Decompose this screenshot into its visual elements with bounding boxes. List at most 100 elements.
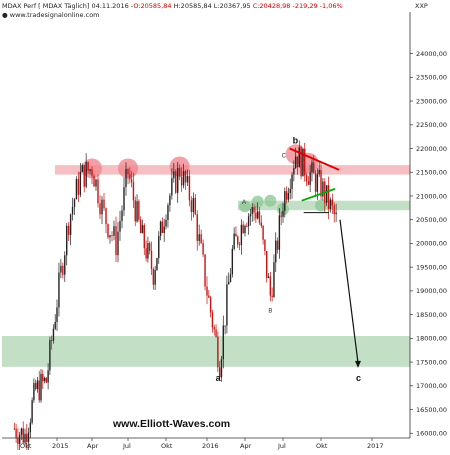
wave-label-B-4: B (268, 308, 272, 314)
wave-labels: a b c A B C (216, 136, 361, 383)
candle-body-148 (289, 188, 291, 194)
y-tick-label-3: 17500,00 (416, 358, 447, 366)
y-tick-label-11: 21500,00 (416, 169, 447, 177)
candle-body-84 (171, 178, 173, 196)
header-change-pct: -1,06% (319, 2, 343, 10)
header-change: -219,29 (292, 2, 318, 10)
candle-body-35 (77, 178, 80, 195)
x-tick-label-9: 2017 (367, 442, 384, 450)
x-tick-label-0: Okt (20, 442, 32, 450)
candle-body-54 (115, 226, 117, 256)
y-tick-label-16: 24000,00 (416, 50, 447, 58)
candle-body-127 (251, 206, 253, 215)
candle-body-28 (64, 255, 66, 275)
y-tick-label-2: 17000,00 (416, 382, 447, 390)
candle-body-92 (186, 175, 189, 183)
candle-body-142 (278, 215, 281, 250)
wave-label-c-2: c (356, 373, 361, 383)
candle-body-0 (13, 428, 16, 430)
candle-body-122 (242, 224, 244, 234)
candle-body-111 (222, 325, 224, 360)
candle-body-110 (220, 359, 223, 378)
candle-body-13 (36, 380, 39, 390)
y-tick-label-10: 21000,00 (416, 192, 447, 200)
y-tick-label-13: 22500,00 (416, 121, 447, 129)
candle-body-32 (71, 206, 74, 215)
candle-body-165 (320, 169, 322, 197)
candle-body-47 (101, 199, 103, 215)
candle-body-98 (198, 234, 200, 241)
candle-body-141 (276, 240, 279, 250)
footer-url: www.Elliott-Waves.com (112, 418, 230, 430)
candle-body-83 (169, 195, 171, 206)
candle-body-12 (34, 383, 37, 390)
candle-body-56 (119, 220, 121, 232)
candle-body-147 (287, 193, 290, 200)
candle-body-87 (177, 168, 179, 193)
candle-body-113 (226, 284, 228, 326)
candle-body-36 (79, 172, 82, 195)
x-tick-label-4: Okt (161, 442, 173, 450)
projection-arrowhead (355, 360, 361, 368)
candle-body-41 (89, 169, 91, 171)
candle-body-1 (15, 428, 17, 438)
projection-arrow-line (339, 219, 359, 363)
candle-body-5 (22, 428, 24, 443)
candle-body-155 (302, 148, 304, 177)
x-tick-label-8: Okt (316, 442, 328, 450)
candle-body-134 (264, 239, 266, 252)
candle-body-133 (262, 225, 264, 240)
x-tick-label-2: Apr (87, 442, 99, 450)
candle-body-19 (47, 370, 49, 383)
candle-body-121 (240, 224, 243, 245)
candle-body-37 (81, 165, 83, 173)
candle-body-49 (105, 208, 107, 225)
candle-body-129 (255, 212, 257, 219)
candle-body-120 (238, 244, 241, 246)
candle-body-135 (266, 251, 268, 278)
candle-body-99 (200, 234, 202, 244)
candle-body-27 (62, 265, 64, 275)
candle-body-125 (247, 216, 250, 227)
wave-label-b-1: b (293, 136, 299, 146)
candle-body-95 (192, 197, 195, 212)
candle-body-39 (85, 162, 87, 187)
candle-body-82 (167, 205, 169, 220)
candle-body-65 (136, 201, 138, 222)
candle-body-132 (260, 222, 262, 226)
candle-body-108 (217, 336, 219, 368)
y-tick-label-12: 22000,00 (416, 145, 447, 153)
header-high: H:20585,84 (173, 2, 212, 10)
y-tick-label-1: 16500,00 (416, 406, 447, 414)
candle-body-153 (298, 147, 300, 168)
candle-body-66 (138, 201, 140, 220)
candle-body-61 (129, 174, 131, 180)
header-low: L:20367,95 (213, 2, 251, 10)
y-tick-label-4: 18000,00 (416, 335, 447, 343)
candle-body-10 (31, 400, 33, 423)
candle-body-126 (249, 214, 252, 217)
candle-body-94 (190, 200, 193, 212)
candle-body-20 (49, 340, 51, 371)
candle-body-152 (296, 156, 299, 168)
candle-body-161 (313, 162, 315, 174)
candle-body-172 (333, 205, 335, 215)
candle-body-34 (75, 178, 78, 200)
touch-circle-5 (239, 200, 251, 213)
candle-body-67 (139, 219, 142, 234)
candle-body-101 (204, 254, 206, 287)
y-tick-label-0: 16000,00 (416, 430, 447, 438)
candle-body-128 (253, 206, 255, 213)
candle-body-81 (165, 219, 167, 227)
candle-body-102 (206, 286, 208, 296)
candle-body-139 (273, 262, 275, 297)
y-tick-label-5: 18500,00 (416, 311, 447, 319)
candle-body-136 (267, 276, 270, 278)
candle-body-24 (56, 307, 58, 322)
candle-body-105 (211, 312, 214, 328)
candle-body-103 (208, 295, 210, 298)
candle-body-21 (50, 340, 53, 341)
candle-body-25 (58, 272, 60, 308)
x-tick-label-1: 2015 (52, 442, 69, 450)
candle-body-97 (196, 214, 198, 241)
